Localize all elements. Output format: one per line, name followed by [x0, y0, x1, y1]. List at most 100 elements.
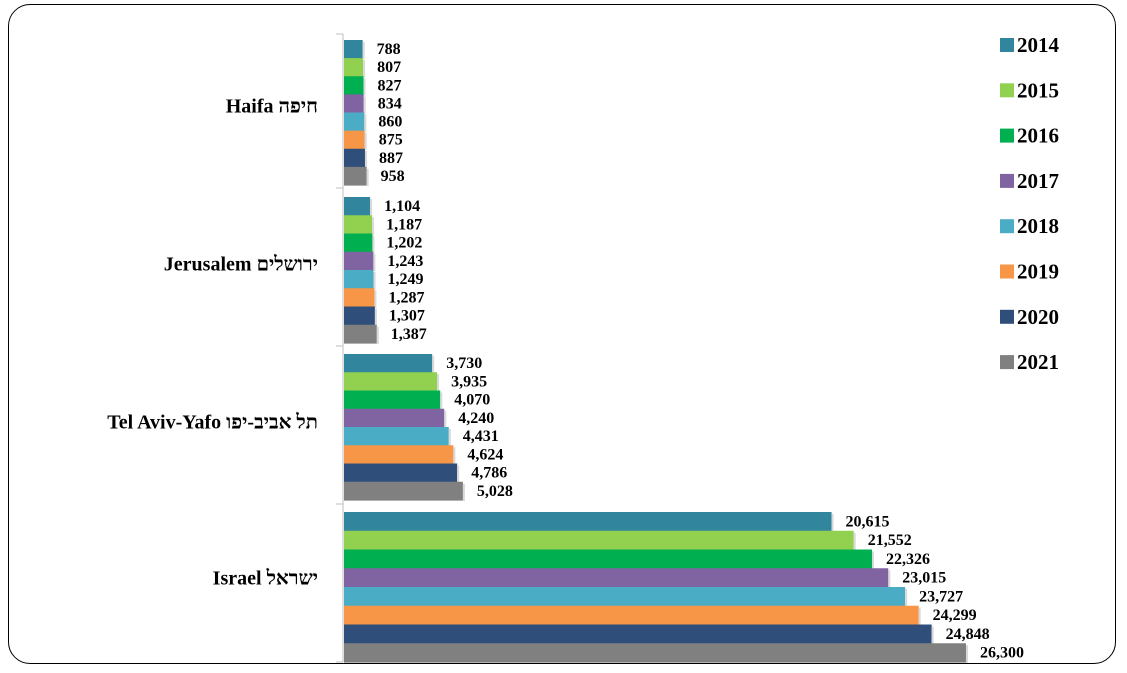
bar-shadow: [373, 272, 376, 290]
bar-shadow: [448, 429, 451, 447]
legend-entry: 2016: [1017, 124, 1059, 148]
data-label: 4,624: [467, 446, 503, 463]
data-label: 3,730: [446, 355, 482, 372]
legend-swatch: [1000, 264, 1014, 279]
bar: [344, 445, 454, 465]
bar: [344, 463, 458, 483]
bar: [344, 58, 364, 77]
data-label: 23,015: [902, 570, 946, 587]
data-label: 5,028: [477, 483, 513, 500]
bar: [344, 148, 365, 168]
data-label: 1,287: [388, 289, 424, 306]
data-label: 887: [379, 150, 403, 167]
category-label: Jerusalem ירושלים: [164, 254, 318, 276]
bar: [344, 306, 375, 326]
bar-shadow: [918, 607, 921, 626]
legend-swatch: [1000, 128, 1014, 143]
bar: [344, 408, 445, 428]
data-label: 4,070: [454, 392, 490, 409]
category-label: Tel Aviv-Yafo תל אביב-יפו: [107, 412, 318, 434]
bar-shadow: [372, 217, 375, 235]
bar: [344, 512, 832, 532]
data-label: 807: [377, 59, 401, 76]
data-label: 1,187: [386, 216, 422, 233]
data-label: 24,299: [933, 607, 977, 624]
bar: [344, 354, 433, 373]
bar: [344, 624, 932, 644]
bar: [344, 233, 373, 253]
legend-swatch: [1000, 355, 1014, 370]
bar: [344, 568, 889, 588]
bar-shadow: [374, 308, 377, 326]
bar: [344, 166, 367, 186]
legend-swatch: [1000, 38, 1014, 52]
bar-shadow: [362, 42, 365, 60]
category-label: Haifa חיפה: [226, 96, 318, 118]
data-label: 834: [378, 95, 402, 112]
bar-shadow: [931, 626, 934, 645]
data-label: 4,786: [471, 465, 507, 482]
data-label: 3,935: [451, 373, 487, 390]
data-label: 4,240: [458, 410, 494, 427]
data-label: 22,326: [886, 551, 930, 568]
legend-entry: 2021: [1017, 350, 1059, 374]
bar: [344, 215, 373, 235]
bar: [344, 530, 854, 551]
bar: [344, 270, 374, 289]
bar-shadow: [364, 150, 367, 168]
bar-shadow: [372, 235, 375, 253]
data-label: 20,615: [846, 513, 890, 530]
bar-shadow: [453, 447, 456, 465]
bar: [344, 94, 364, 114]
bar-shadow: [905, 589, 908, 607]
bar: [344, 324, 377, 344]
bar-shadow: [373, 253, 376, 271]
bar-shadow: [872, 551, 875, 570]
category-label: Israel ישראל: [213, 568, 318, 590]
bar: [344, 427, 449, 446]
bar: [344, 112, 365, 132]
legend: 2014 2015 2016 2017 2018 2019 2020 2021: [1000, 33, 1060, 374]
bar-shadow: [457, 465, 460, 483]
legend-swatch: [1000, 173, 1014, 188]
bar-shadow: [363, 96, 366, 114]
data-label: 1,202: [386, 235, 422, 252]
bar-shadow: [437, 374, 440, 392]
bar: [344, 197, 371, 216]
legend-entry: 2020: [1017, 305, 1059, 329]
data-label: 24,848: [946, 626, 990, 643]
bar-shadow: [432, 356, 435, 374]
bar-shadow: [440, 392, 443, 410]
category-labels-layer: Haifa חיפה Jerusalem ירושלים Tel Aviv-Yafo…: [107, 96, 318, 590]
data-label: 26,300: [980, 645, 1024, 662]
bar-shadow: [966, 645, 968, 663]
data-label: 958: [381, 168, 405, 185]
data-label: 860: [378, 114, 402, 131]
bar: [344, 372, 438, 392]
bar: [344, 587, 906, 607]
bar: [344, 549, 873, 569]
data-label: 1,307: [389, 308, 425, 325]
bar-shadow: [363, 60, 366, 78]
data-label: 875: [379, 132, 403, 149]
bar-shadow: [374, 290, 377, 308]
bar: [344, 390, 441, 410]
legend-entry: 2015: [1017, 78, 1059, 102]
bar-shadow: [364, 114, 367, 132]
bar-shadow: [831, 514, 834, 532]
bar-shadow: [376, 326, 379, 344]
legend-entry: 2018: [1017, 214, 1059, 238]
legend-entry: 2014: [1017, 33, 1060, 57]
data-label: 23,727: [919, 588, 963, 605]
bar-shadow: [363, 78, 366, 96]
bar: [344, 643, 966, 663]
bar-shadow: [364, 132, 367, 150]
legend-swatch: [1000, 309, 1014, 324]
legend-entry: 2019: [1017, 260, 1059, 284]
bar-shadow: [888, 570, 891, 588]
bar-shadow: [370, 199, 373, 217]
bar: [344, 481, 463, 501]
data-label: 1,104: [384, 198, 420, 215]
bar: [344, 605, 919, 626]
